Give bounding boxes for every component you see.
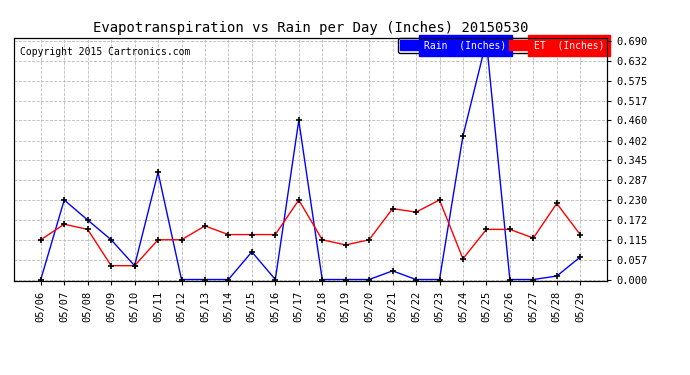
Legend: Rain  (Inches), ET  (Inches): Rain (Inches), ET (Inches)	[398, 39, 607, 53]
Title: Evapotranspiration vs Rain per Day (Inches) 20150530: Evapotranspiration vs Rain per Day (Inch…	[92, 21, 529, 35]
Text: Copyright 2015 Cartronics.com: Copyright 2015 Cartronics.com	[20, 47, 190, 57]
